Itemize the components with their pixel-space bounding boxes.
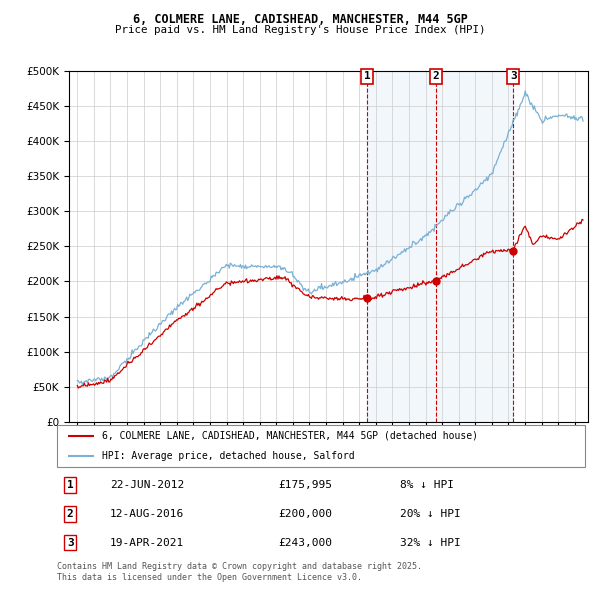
Text: 8% ↓ HPI: 8% ↓ HPI: [400, 480, 454, 490]
Text: 20% ↓ HPI: 20% ↓ HPI: [400, 509, 461, 519]
Text: 12-AUG-2016: 12-AUG-2016: [110, 509, 184, 519]
Text: 1: 1: [67, 480, 74, 490]
Text: Contains HM Land Registry data © Crown copyright and database right 2025.: Contains HM Land Registry data © Crown c…: [57, 562, 422, 571]
Text: £200,000: £200,000: [279, 509, 333, 519]
FancyBboxPatch shape: [57, 425, 585, 467]
Text: 3: 3: [510, 71, 517, 81]
Text: This data is licensed under the Open Government Licence v3.0.: This data is licensed under the Open Gov…: [57, 573, 362, 582]
Text: 32% ↓ HPI: 32% ↓ HPI: [400, 537, 461, 548]
Text: £175,995: £175,995: [279, 480, 333, 490]
Text: 22-JUN-2012: 22-JUN-2012: [110, 480, 184, 490]
Text: 1: 1: [364, 71, 370, 81]
Text: 3: 3: [67, 537, 74, 548]
Text: Price paid vs. HM Land Registry's House Price Index (HPI): Price paid vs. HM Land Registry's House …: [115, 25, 485, 35]
Text: 19-APR-2021: 19-APR-2021: [110, 537, 184, 548]
Text: HPI: Average price, detached house, Salford: HPI: Average price, detached house, Salf…: [102, 451, 355, 461]
Text: 2: 2: [433, 71, 439, 81]
Text: 6, COLMERE LANE, CADISHEAD, MANCHESTER, M44 5GP: 6, COLMERE LANE, CADISHEAD, MANCHESTER, …: [133, 13, 467, 26]
Text: 2: 2: [67, 509, 74, 519]
Text: £243,000: £243,000: [279, 537, 333, 548]
Text: 6, COLMERE LANE, CADISHEAD, MANCHESTER, M44 5GP (detached house): 6, COLMERE LANE, CADISHEAD, MANCHESTER, …: [102, 431, 478, 441]
Bar: [367, 71, 513, 422]
